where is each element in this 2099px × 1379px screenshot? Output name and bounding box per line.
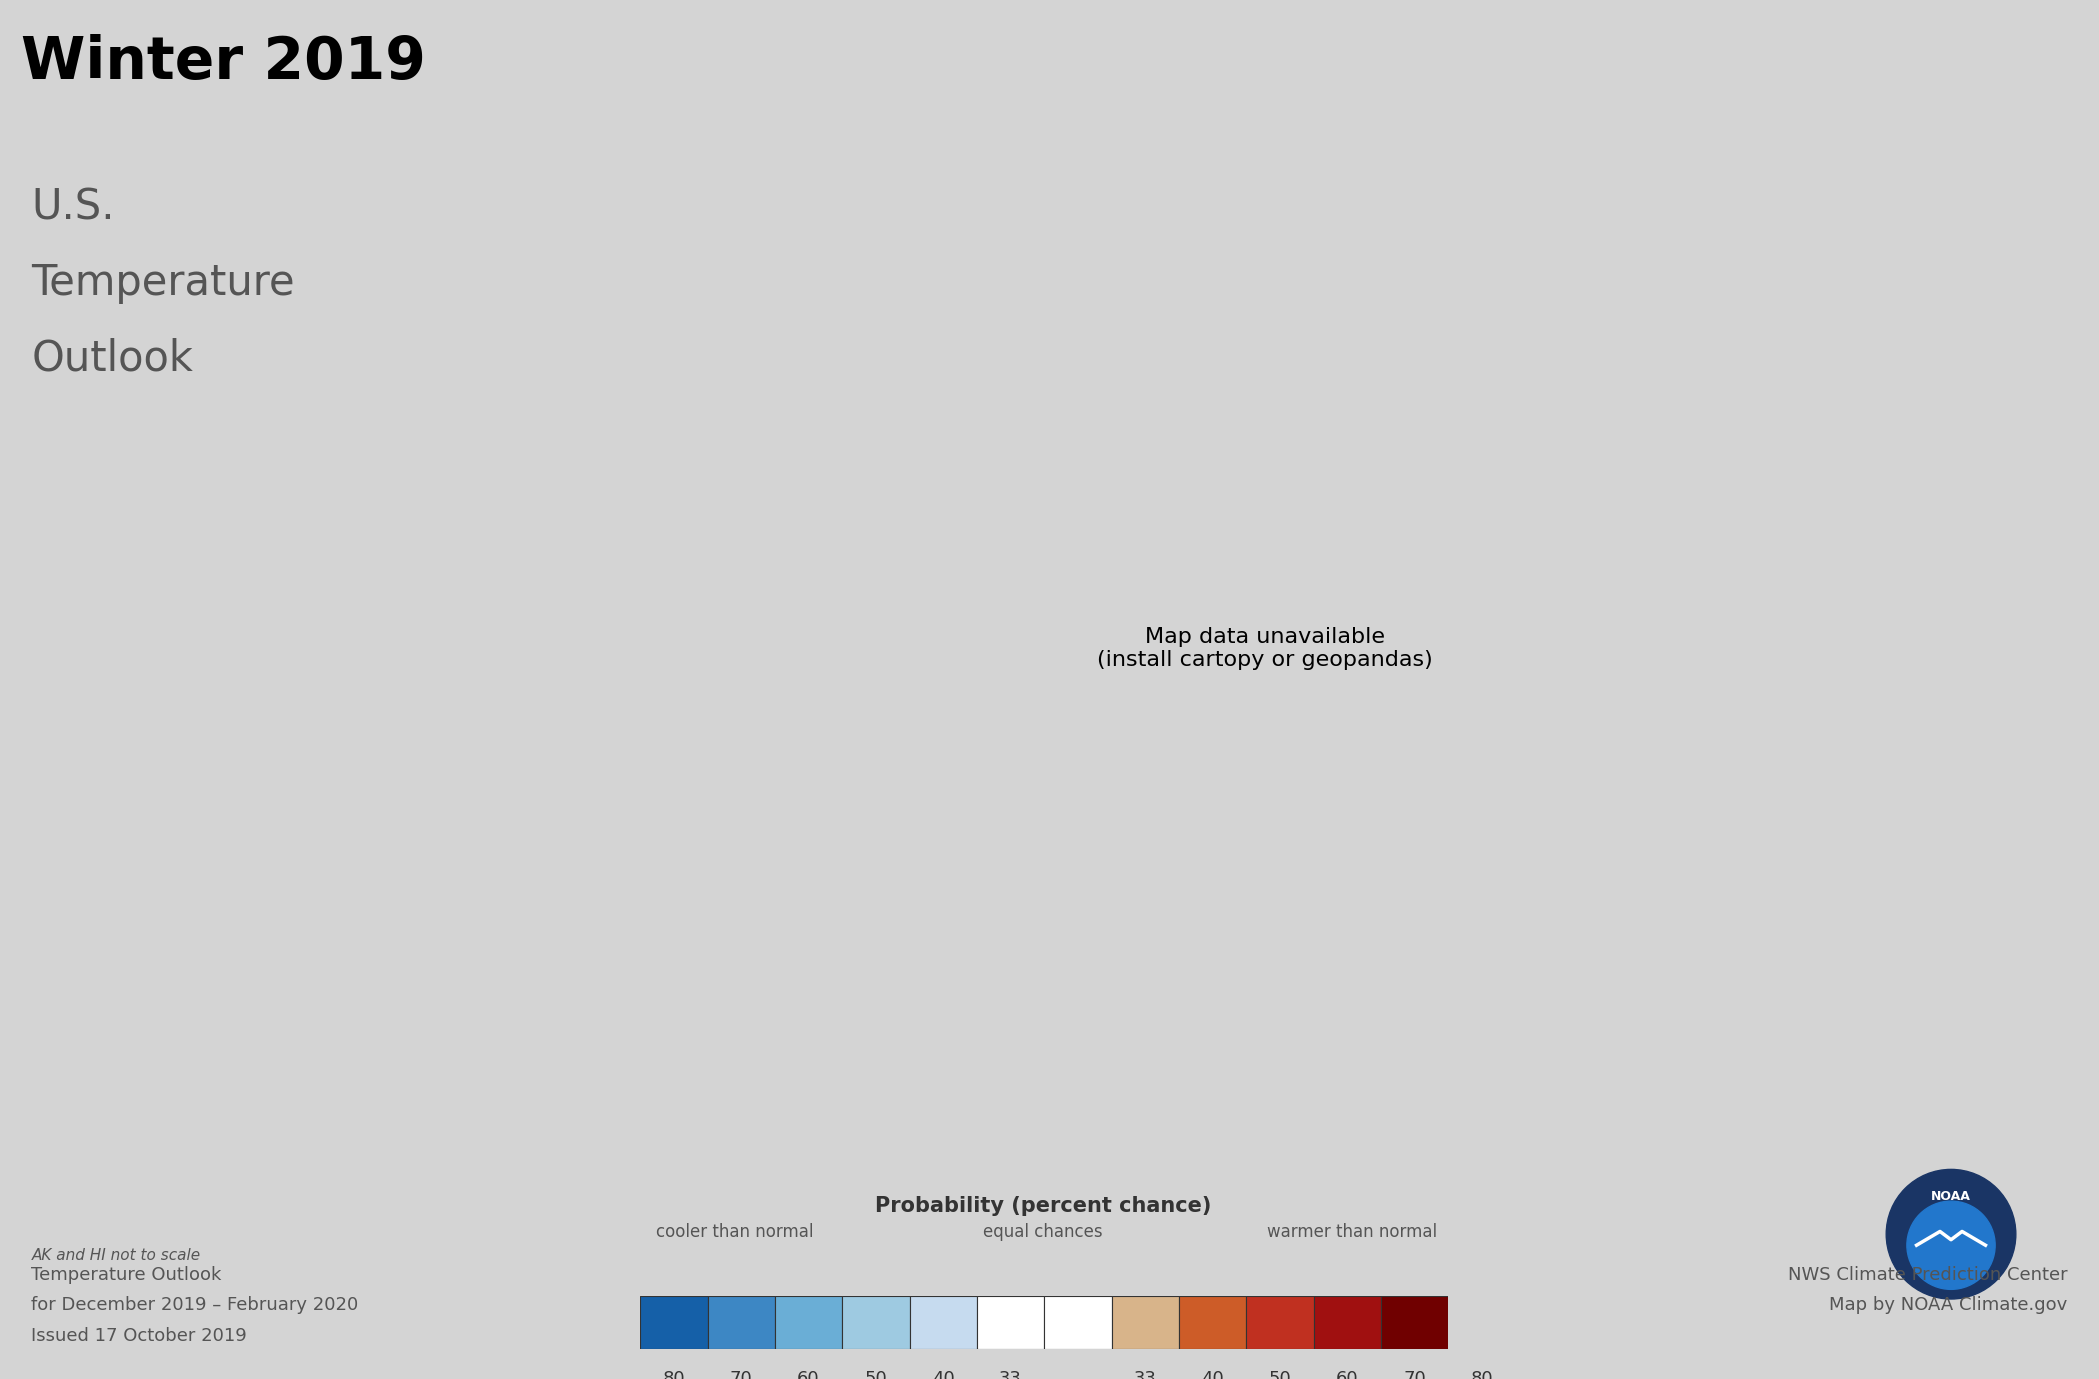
Text: 50: 50 — [1268, 1369, 1291, 1379]
Text: 33: 33 — [999, 1369, 1022, 1379]
Text: for December 2019 – February 2020: for December 2019 – February 2020 — [31, 1296, 359, 1314]
Text: NWS Climate Prediction Center: NWS Climate Prediction Center — [1788, 1266, 2068, 1284]
Bar — [775, 1296, 842, 1349]
Text: Probability (percent chance): Probability (percent chance) — [875, 1196, 1211, 1216]
Bar — [1247, 1296, 1314, 1349]
Text: 60: 60 — [1335, 1369, 1358, 1379]
Bar — [1045, 1296, 1112, 1349]
Text: Map by NOAA Climate.gov: Map by NOAA Climate.gov — [1828, 1296, 2068, 1314]
Text: warmer than normal: warmer than normal — [1266, 1223, 1438, 1241]
Text: 40: 40 — [932, 1369, 955, 1379]
Text: AK and HI not to scale: AK and HI not to scale — [31, 1248, 202, 1263]
Text: 80: 80 — [1471, 1369, 1492, 1379]
Text: 80: 80 — [663, 1369, 684, 1379]
Text: 40: 40 — [1201, 1369, 1224, 1379]
Text: cooler than normal: cooler than normal — [655, 1223, 814, 1241]
Circle shape — [1887, 1169, 2015, 1299]
Bar — [1180, 1296, 1247, 1349]
Text: Map data unavailable
(install cartopy or geopandas): Map data unavailable (install cartopy or… — [1098, 626, 1432, 670]
Bar — [640, 1296, 707, 1349]
Text: U.S.: U.S. — [31, 186, 115, 228]
Bar — [976, 1296, 1045, 1349]
Text: Temperature: Temperature — [31, 262, 296, 303]
Bar — [842, 1296, 909, 1349]
Bar — [707, 1296, 775, 1349]
Text: Issued 17 October 2019: Issued 17 October 2019 — [31, 1327, 248, 1345]
Text: 50: 50 — [865, 1369, 888, 1379]
Text: 70: 70 — [1404, 1369, 1425, 1379]
Bar — [1381, 1296, 1448, 1349]
Text: Winter 2019: Winter 2019 — [21, 34, 426, 91]
Text: Temperature Outlook: Temperature Outlook — [31, 1266, 222, 1284]
Text: 33: 33 — [1133, 1369, 1157, 1379]
Bar — [909, 1296, 976, 1349]
Text: 70: 70 — [730, 1369, 754, 1379]
Text: NOAA: NOAA — [1931, 1190, 1971, 1204]
Circle shape — [1906, 1201, 1996, 1289]
Text: 60: 60 — [798, 1369, 821, 1379]
Bar — [1112, 1296, 1180, 1349]
Text: Outlook: Outlook — [31, 338, 193, 379]
Text: equal chances: equal chances — [984, 1223, 1102, 1241]
Bar — [1314, 1296, 1381, 1349]
